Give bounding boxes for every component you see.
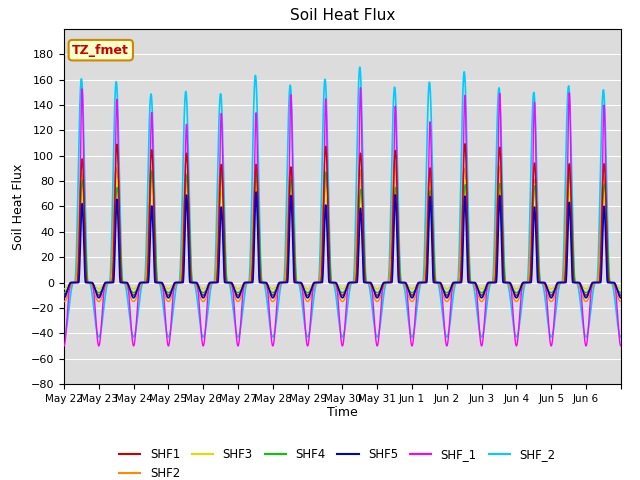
SHF3 [393,207,401,213]
SHF4 [176,280,184,286]
SHF_2 [617,334,625,340]
SHF_1 [393,174,401,180]
SHF5 [252,189,260,195]
Title: Soil Heat Flux: Soil Heat Flux [290,9,395,24]
SHF3 [60,286,68,292]
SHF2 [60,299,68,304]
X-axis label: Time: Time [327,407,358,420]
SHF3 [176,280,184,286]
SHF_2 [60,334,68,340]
Line: SHF_1: SHF_1 [64,88,621,346]
SHF3 [148,176,156,181]
SHF_2 [495,85,503,91]
SHF4 [393,197,401,203]
SHF2 [537,280,545,286]
SHF_1 [356,85,364,91]
SHF_1 [537,280,545,286]
Line: SHF5: SHF5 [64,192,621,298]
SHF4 [495,186,503,192]
SHF5 [617,295,625,300]
SHF_2 [356,64,364,70]
SHF1 [363,280,371,286]
SHF_1 [617,343,625,349]
Line: SHF1: SHF1 [64,144,621,295]
SHF_1 [495,98,503,104]
SHF_2 [537,280,545,286]
SHF1 [60,292,68,298]
SHF2 [363,280,371,286]
SHF1 [393,178,401,184]
Line: SHF2: SHF2 [64,162,621,301]
SHF3 [617,286,625,292]
SHF3 [495,191,503,197]
SHF_2 [393,140,401,145]
SHF5 [537,280,545,286]
SHF_1 [60,343,68,349]
Line: SHF4: SHF4 [64,171,621,293]
SHF1 [175,280,183,286]
SHF_1 [523,280,531,286]
SHF_1 [175,280,183,286]
SHF3 [364,280,371,286]
Legend: SHF1, SHF2, SHF3, SHF4, SHF5, SHF_1, SHF_2: SHF1, SHF2, SHF3, SHF4, SHF5, SHF_1, SHF… [115,444,560,480]
SHF5 [523,280,531,286]
Line: SHF_2: SHF_2 [64,67,621,337]
SHF2 [617,299,625,304]
SHF2 [390,159,398,165]
SHF1 [617,292,625,298]
SHF4 [617,290,625,296]
SHF3 [523,280,531,286]
SHF1 [523,280,531,286]
SHF4 [60,290,68,296]
Text: TZ_fmet: TZ_fmet [72,44,129,57]
SHF5 [175,280,183,286]
Y-axis label: Soil Heat Flux: Soil Heat Flux [12,163,25,250]
SHF5 [60,295,68,300]
SHF4 [364,280,371,286]
SHF4 [523,280,531,286]
SHF_2 [175,279,183,285]
SHF2 [495,164,503,169]
SHF1 [461,141,468,146]
SHF5 [393,233,401,239]
SHF4 [537,280,545,286]
SHF2 [523,280,531,286]
SHF5 [364,280,371,286]
SHF5 [495,197,503,203]
Line: SHF3: SHF3 [64,179,621,289]
SHF1 [495,147,503,153]
SHF_2 [523,280,531,286]
SHF2 [175,280,183,286]
SHF_1 [364,280,371,286]
SHF2 [393,199,401,204]
SHF3 [537,280,545,286]
SHF1 [537,280,545,286]
SHF4 [148,168,156,174]
SHF_2 [364,280,371,286]
